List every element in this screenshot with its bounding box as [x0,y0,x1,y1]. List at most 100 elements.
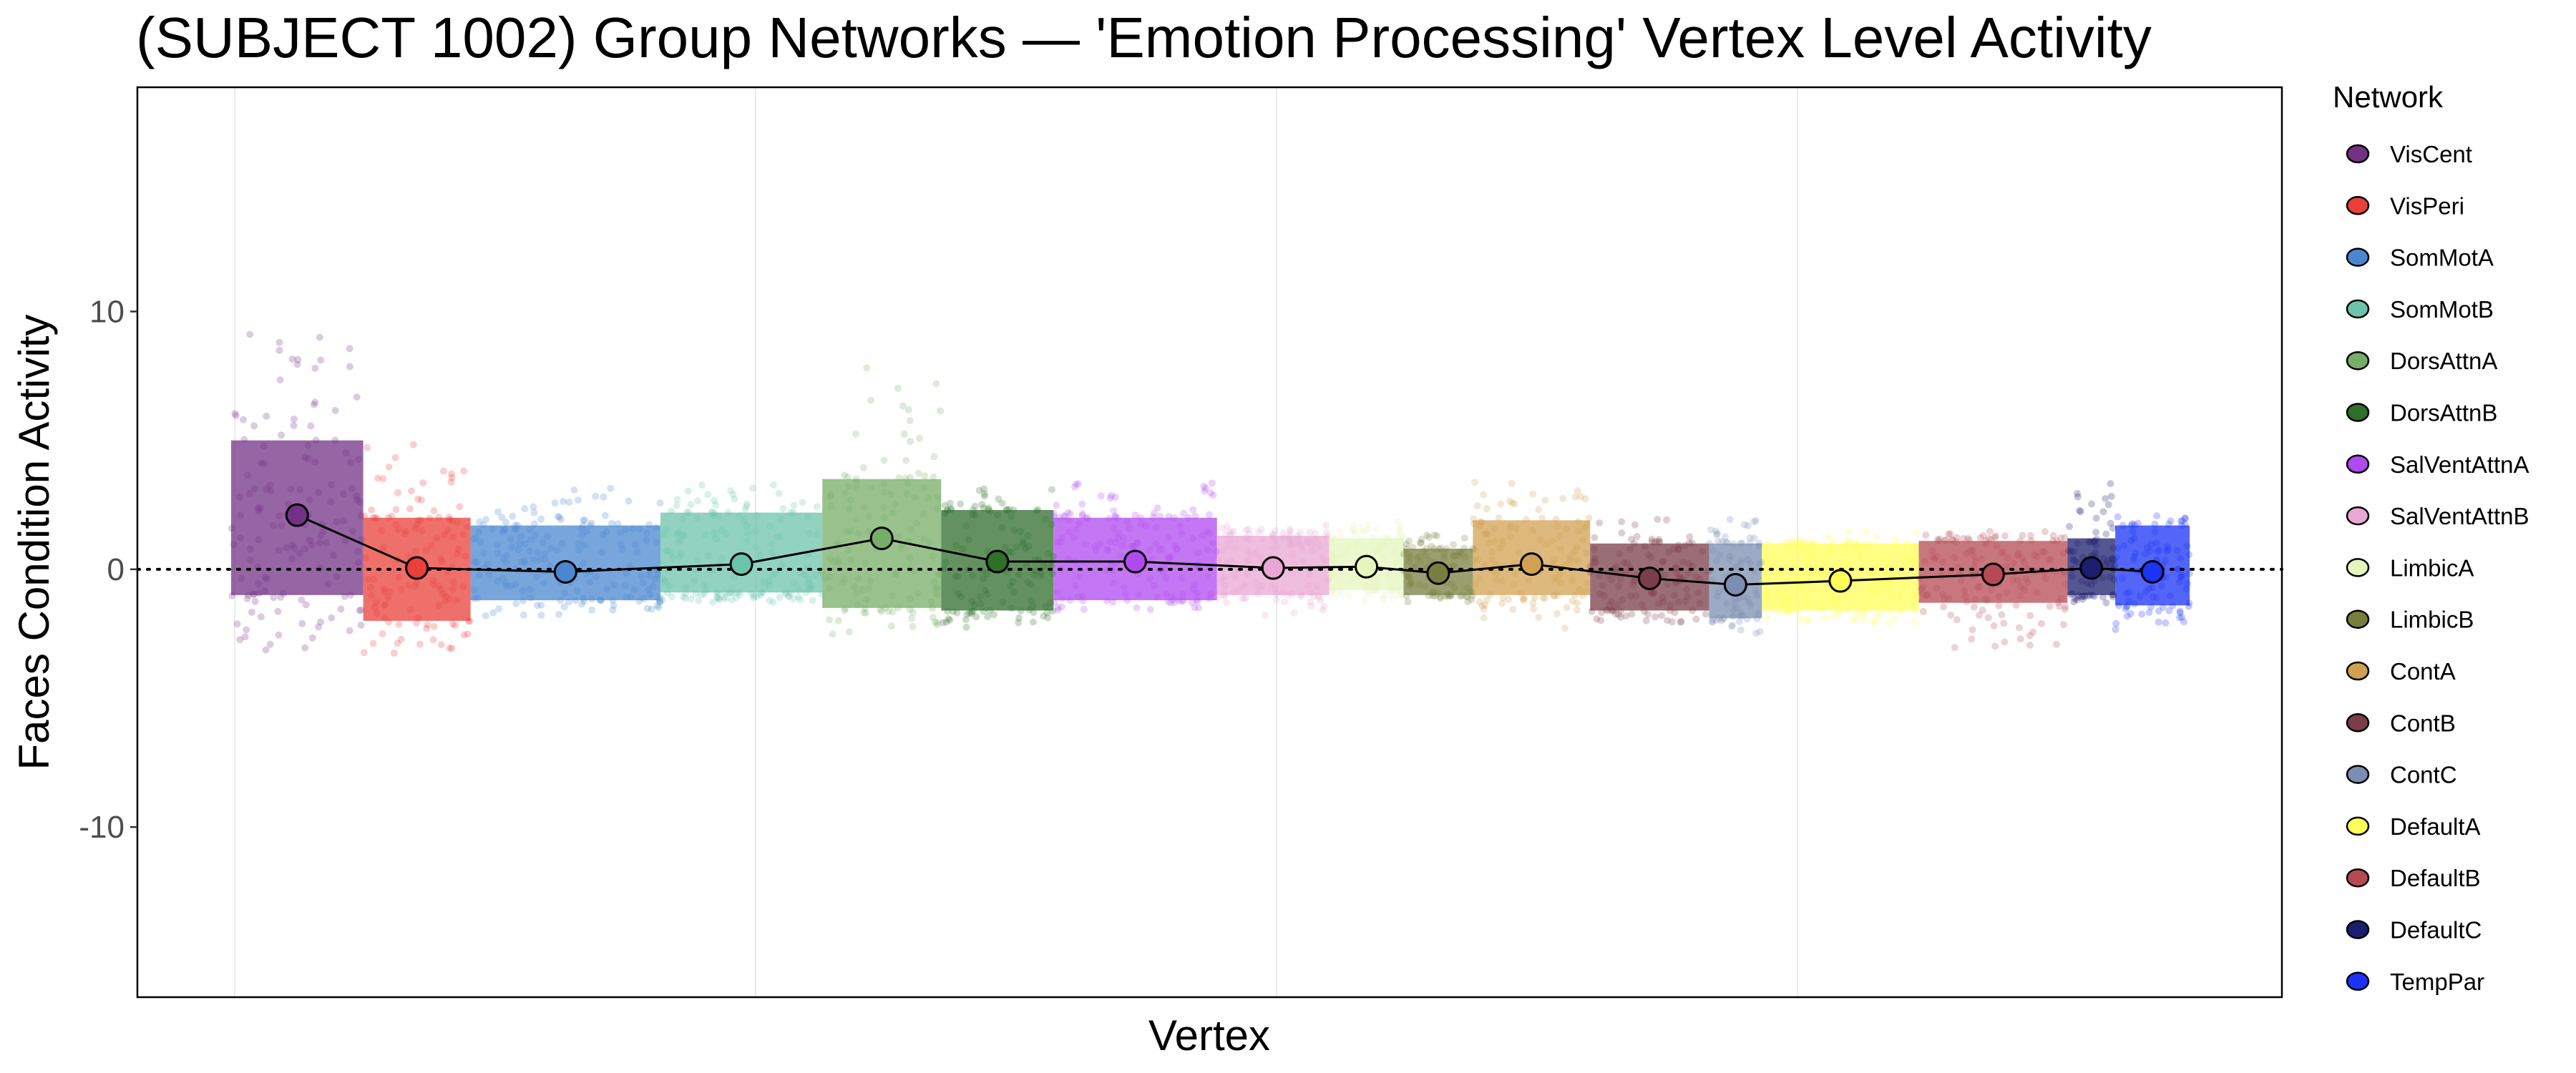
vertex-point [520,557,528,564]
vertex-point [852,430,860,438]
vertex-point [2123,612,2131,620]
vertex-point [537,515,545,523]
vertex-point [235,493,243,501]
vertex-point [1824,533,1832,541]
vertex-point [1054,606,1062,614]
vertex-point [276,376,284,384]
legend-label: VisPeri [2390,192,2464,219]
mean-point-SalVentAttnB [1261,556,1285,580]
vertex-point [609,597,617,604]
vertex-point [618,540,625,548]
vertex-point [2070,548,2078,556]
vertex-point [743,538,751,545]
vertex-point [1922,531,1930,539]
vertex-point [904,480,912,488]
vertex-point [507,535,514,543]
vertex-point [1047,599,1055,607]
vertex-point [355,456,363,464]
vertex-point [1254,529,1262,536]
vertex-point [460,467,468,475]
vertex-point [998,499,1006,507]
vertex-point [1686,533,1694,541]
vertex-point [2165,520,2172,528]
vertex-point [2185,602,2192,610]
vertex-point [1672,564,1680,572]
vertex-point [250,422,258,430]
vertex-point [588,606,596,614]
vertex-point [498,514,506,521]
vertex-point [1852,615,1860,623]
vertex-point [1553,522,1561,530]
vertex-point [277,593,285,601]
vertex-point [2017,582,2024,590]
vertex-point [1483,529,1491,537]
vertex-point [2073,596,2081,604]
vertex-point [1498,599,1506,607]
vertex-point [2122,605,2129,613]
vertex-point [977,592,984,600]
vertex-point [527,594,535,602]
vertex-point [902,456,910,464]
vertex-point [448,517,456,525]
vertex-points [228,330,2193,657]
vertex-point [709,598,717,606]
vertex-point [1644,551,1652,559]
vertex-point [413,521,421,529]
vertex-point [2177,574,2185,582]
vertex-point [381,601,389,608]
vertex-point [1426,557,1434,565]
vertex-point [388,512,396,520]
vertex-point [710,566,718,574]
vertex-point [766,582,774,589]
vertex-point [2107,562,2114,569]
vertex-point [1064,509,1072,516]
vertex-point [2090,592,2098,600]
vertex-point [977,599,985,607]
vertex-point [682,589,690,597]
vertex-point [717,526,725,534]
vertex-point [2109,544,2117,552]
vertex-point [1624,559,1631,567]
vertex-point [942,618,950,626]
vertex-point [667,508,675,515]
chart-title: (SUBJECT 1002) Group Networks — 'Emotion… [136,6,2152,69]
vertex-point [2029,628,2037,636]
vertex-point [1369,534,1377,542]
vertex-point [813,503,821,511]
vertex-point [2092,514,2100,522]
vertex-point [2153,512,2161,520]
vertex-point [419,527,426,534]
vertex-point [639,579,647,587]
vertex-point [2099,508,2107,516]
vertex-point [1630,577,1638,584]
vertex-point [1796,615,1804,623]
vertex-point [1785,595,1792,603]
vertex-point [1209,539,1216,547]
vertex-point [653,538,660,546]
vertex-point [1418,535,1425,543]
vertex-point [449,585,457,593]
vertex-point [1984,614,1992,622]
vertex-point [934,505,942,513]
vertex-point [2057,594,2065,602]
vertex-point [1125,525,1133,533]
vertex-point [1269,544,1277,552]
vertex-point [1330,554,1337,562]
vertex-point [2081,592,2089,600]
legend-key-ContB [2346,713,2370,733]
vertex-point [887,622,895,630]
vertex-point [1436,594,1444,602]
vertex-point [865,513,872,521]
vertex-point [756,591,763,599]
vertex-point [1313,582,1321,590]
vertex-point [1563,604,1571,612]
vertex-point [1508,499,1516,506]
vertex-point [1877,610,1885,618]
vertex-point [2069,555,2077,563]
vertex-point [1162,574,1170,582]
vertex-point [1269,534,1277,542]
vertex-point [1146,606,1154,614]
vertex-point [665,582,673,590]
vertex-point [1169,596,1177,604]
vertex-point [1928,547,1936,555]
